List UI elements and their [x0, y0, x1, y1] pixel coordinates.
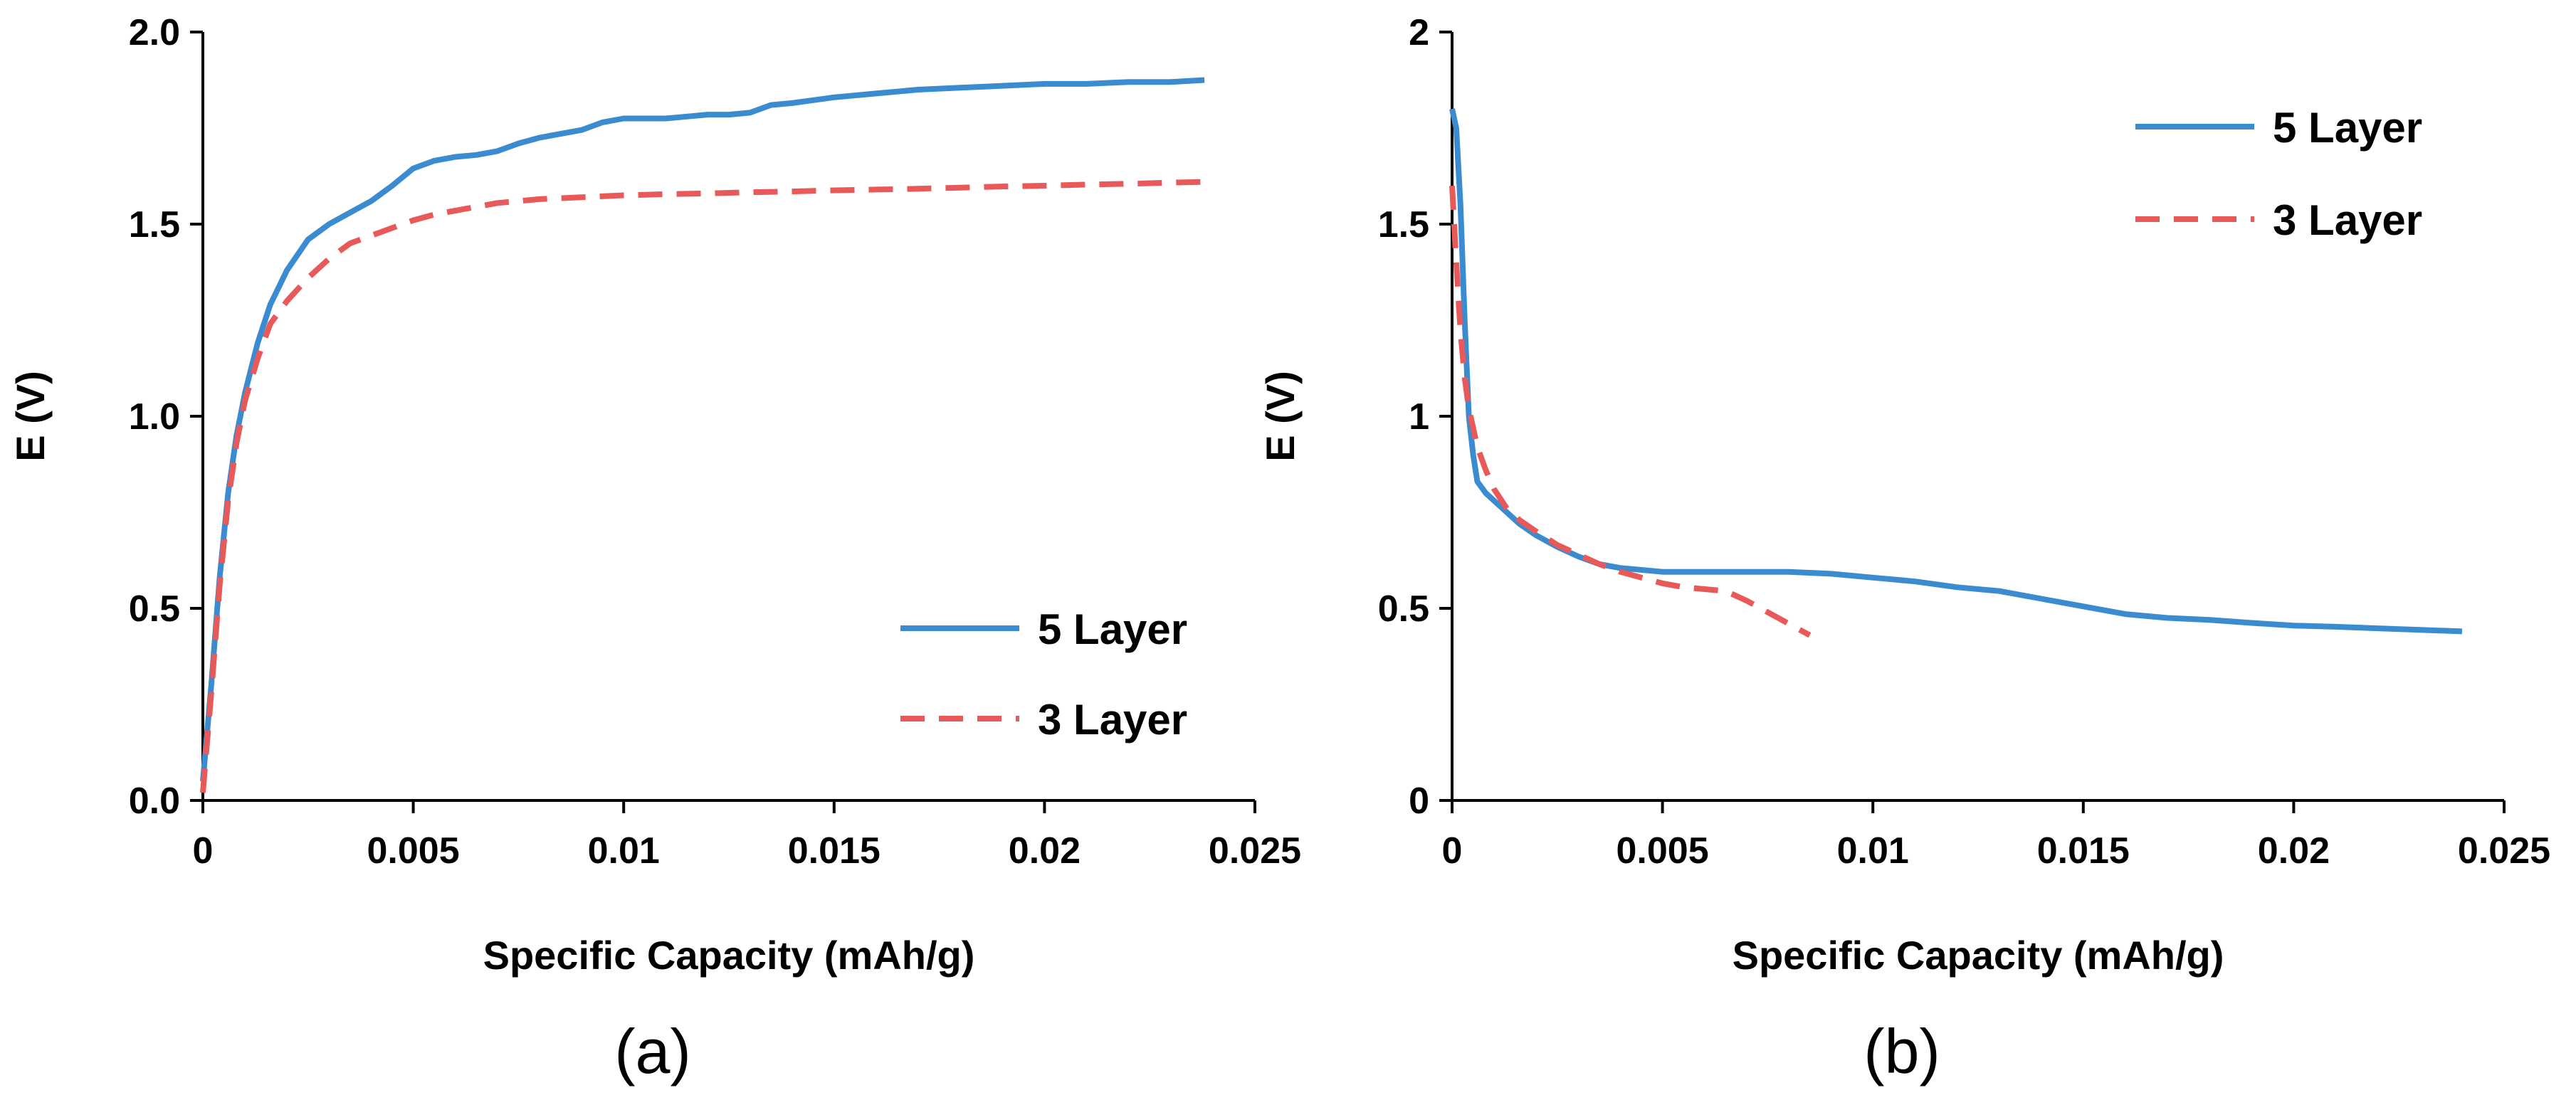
- panel-label-b: (b): [1863, 1016, 1940, 1086]
- y-tick-label: 1: [1409, 396, 1429, 438]
- series-group: [200, 77, 1205, 793]
- y-tick-label: 2.0: [129, 12, 180, 53]
- y-tick-label: 1.5: [1378, 204, 1429, 245]
- series-line-5-layer: [200, 77, 1205, 782]
- y-ticks: 0.0 0.5 1.0 1.5 2.0: [129, 12, 203, 822]
- x-tick-label: 0.025: [2458, 830, 2550, 872]
- legend-label-5-layer: 5 Layer: [1038, 605, 1187, 653]
- x-ticks: 0 0.005 0.01 0.015 0.02 0.025: [193, 800, 1301, 872]
- y-axis-title: E (V): [1258, 371, 1303, 462]
- x-axis-title: Specific Capacity (mAh/g): [1733, 933, 2224, 978]
- y-ticks: 0 0.5 1 1.5 2: [1378, 12, 1452, 822]
- x-tick-label: 0: [1442, 830, 1463, 872]
- series-line-3-layer: [1449, 185, 1812, 638]
- y-tick-label: 2: [1409, 12, 1429, 53]
- x-tick-label: 0.005: [1616, 830, 1709, 872]
- y-axis-title: E (V): [8, 371, 53, 462]
- series-line-3-layer: [200, 179, 1205, 793]
- legend-label-3-layer: 3 Layer: [2273, 196, 2422, 244]
- legend: 5 Layer 3 Layer: [2135, 104, 2422, 244]
- x-axis-title: Specific Capacity (mAh/g): [483, 933, 975, 978]
- x-tick-label: 0.015: [788, 830, 880, 872]
- x-tick-label: 0.02: [2258, 830, 2330, 872]
- series-line-5-layer: [1449, 108, 2463, 635]
- series-group: [1449, 108, 2463, 638]
- y-tick-label: 1.5: [129, 204, 180, 245]
- x-tick-label: 0.025: [1209, 830, 1301, 872]
- x-ticks: 0 0.005 0.01 0.015 0.02 0.025: [1442, 800, 2550, 872]
- y-tick-label: 0.5: [1378, 588, 1429, 630]
- y-tick-label: 0: [1409, 781, 1429, 822]
- y-tick-label: 0.5: [129, 588, 180, 630]
- x-tick-label: 0.005: [367, 830, 460, 872]
- chart-panel-a: 0 0.005 0.01 0.015 0.02 0.025 0.0 0.5 1.0 1.5 2.0…: [8, 12, 1301, 1086]
- chart-panel-b: 0 0.005 0.01 0.015 0.02 0.025 0 0.5 1 1.5 2 Speci…: [1258, 12, 2550, 1086]
- panel-label-a: (a): [614, 1016, 691, 1086]
- x-tick-label: 0.015: [2037, 830, 2130, 872]
- y-tick-label: 0.0: [129, 781, 180, 822]
- x-tick-label: 0.02: [1009, 830, 1081, 872]
- legend-label-5-layer: 5 Layer: [2273, 104, 2422, 152]
- y-tick-label: 1.0: [129, 396, 180, 438]
- legend: 5 Layer 3 Layer: [900, 605, 1187, 744]
- x-tick-label: 0: [193, 830, 214, 872]
- x-tick-label: 0.01: [1837, 830, 1909, 872]
- legend-label-3-layer: 3 Layer: [1038, 696, 1187, 744]
- x-tick-label: 0.01: [588, 830, 660, 872]
